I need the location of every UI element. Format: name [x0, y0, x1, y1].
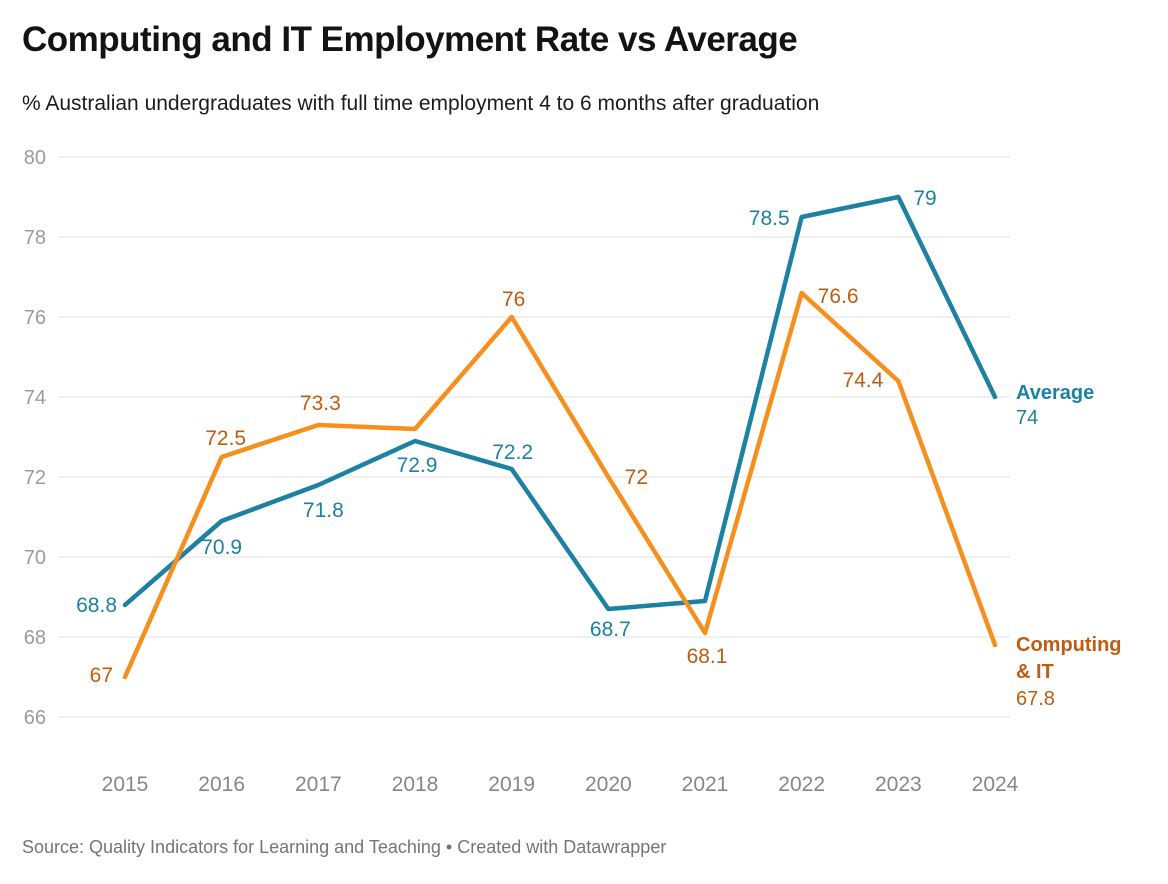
series-line	[122, 290, 998, 680]
series-end-value-average: 74	[1016, 407, 1039, 429]
x-tick-label: 2015	[102, 773, 149, 796]
data-point-label: 67	[90, 664, 113, 687]
data-point-label: 74.4	[842, 369, 883, 392]
data-point-label: 68.1	[687, 645, 728, 668]
source-attribution: Source: Quality Indicators for Learning …	[22, 837, 667, 857]
data-point-label: 68.7	[590, 618, 631, 641]
data-point-label: 72	[625, 466, 648, 489]
y-tick-label: 66	[24, 707, 46, 729]
y-tick-label: 78	[24, 227, 46, 249]
y-grid: 66 68 70 72 74 76 78 80	[24, 147, 1010, 729]
series-end-label-average: Average 74	[1016, 381, 1094, 431]
data-point-label: 70.9	[201, 536, 242, 559]
data-point-label: 79	[913, 187, 936, 210]
x-tick-label: 2016	[198, 773, 245, 796]
data-point-label: 78.5	[749, 207, 790, 230]
data-point-label: 68.8	[76, 594, 117, 617]
x-tick-label: 2019	[488, 773, 535, 796]
series-average: 68.8 70.9 71.8 72.9 72.2 68.7 78.5 79	[76, 187, 998, 641]
x-tick-label: 2024	[972, 773, 1019, 796]
series-end-label-computing-it: Computing & IT 67.8	[1016, 632, 1122, 713]
data-point-label: 73.3	[300, 392, 341, 415]
chart-title: Computing and IT Employment Rate vs Aver…	[22, 20, 798, 59]
x-tick-label: 2022	[778, 773, 825, 796]
data-point-label: 76	[502, 288, 525, 311]
x-tick-label: 2021	[682, 773, 729, 796]
x-tick-label: 2023	[875, 773, 922, 796]
y-tick-label: 68	[24, 627, 46, 649]
series-end-value-computing: 67.8	[1016, 688, 1055, 710]
chart-subtitle: % Australian undergraduates with full ti…	[22, 92, 820, 115]
y-tick-label: 70	[24, 547, 46, 569]
x-tick-label: 2018	[392, 773, 439, 796]
series-line	[122, 194, 998, 612]
x-tick-label: 2020	[585, 773, 632, 796]
series-computing-it: 67 72.5 73.3 76 72 68.1 76.6 74.4	[90, 285, 998, 687]
y-tick-label: 80	[24, 147, 46, 169]
series-name-computing-line2: & IT	[1016, 661, 1054, 683]
data-point-label: 72.5	[205, 427, 246, 450]
data-point-label: 76.6	[818, 285, 859, 308]
y-tick-label: 76	[24, 307, 46, 329]
x-axis: 2015 2016 2017 2018 2019 2020 2021 2022 2023 2024	[102, 773, 1019, 796]
data-point-label: 72.9	[397, 454, 438, 477]
x-tick-label: 2017	[295, 773, 342, 796]
data-point-label: 71.8	[303, 499, 344, 522]
series-name-average: Average	[1016, 382, 1095, 404]
y-tick-label: 74	[24, 387, 46, 409]
y-tick-label: 72	[24, 467, 46, 489]
data-point-label: 72.2	[492, 441, 533, 464]
series-name-computing-line1: Computing	[1016, 634, 1122, 656]
